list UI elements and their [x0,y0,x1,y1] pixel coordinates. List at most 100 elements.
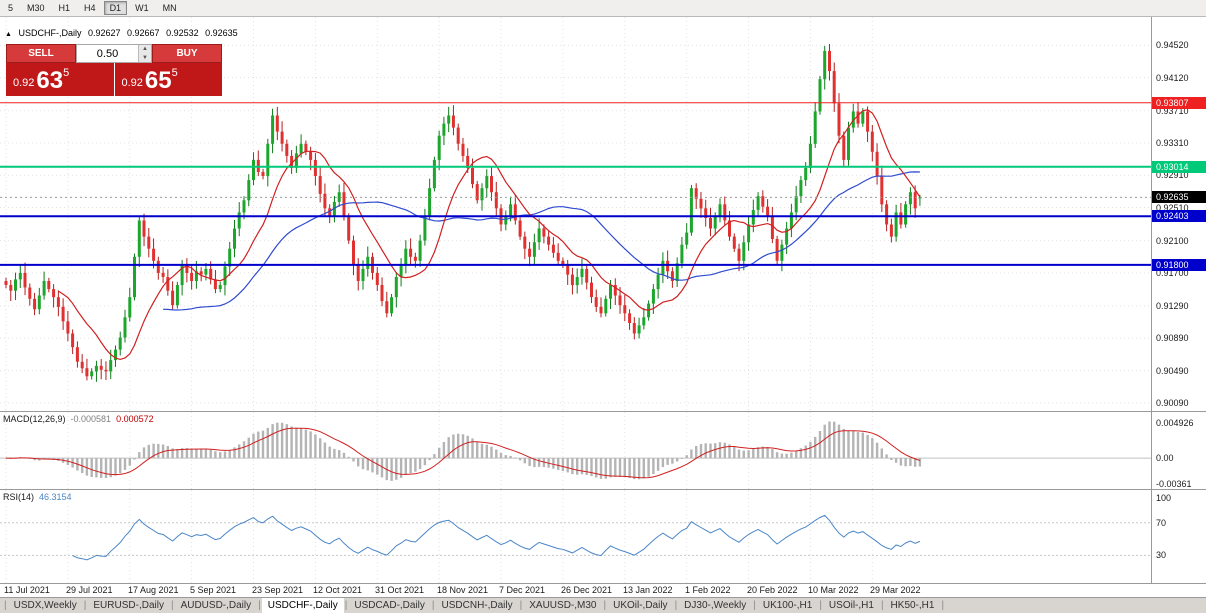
rsi-name: RSI(14) [3,492,35,502]
volume-up-icon[interactable]: ▲ [138,45,151,54]
tab-separator: | [941,600,945,611]
symbol-period-label: USDCHF-,Daily [18,28,82,38]
price-tick-label: 0.93710 [1156,105,1189,116]
buy-price-sup: 5 [171,67,178,79]
timeframe-d1[interactable]: D1 [103,1,128,15]
timeframe-h4[interactable]: H4 [78,1,102,15]
rsi-chart[interactable] [0,490,1151,584]
macd-name: MACD(12,26,9) [3,414,66,424]
date-tick-label: 31 Oct 2021 [375,585,425,595]
buy-button[interactable]: BUY [152,44,222,63]
rsi-value: 46.3154 [39,492,72,502]
tab-usdcad-daily[interactable]: USDCAD-,Daily [354,600,425,611]
macd-chart[interactable] [0,412,1151,490]
tab-separator: | [4,600,7,611]
price-tick-label: 0.93310 [1156,137,1189,148]
blue-line-lower-price-label: 0.91800 [1152,258,1206,271]
chart-marker-icon: ▲ [5,31,12,38]
timeframe-5[interactable]: 5 [2,1,19,15]
macd-panel[interactable]: MACD(12,26,9) -0.000581 0.000572 [0,412,1151,490]
tab-separator: | [431,600,435,611]
rsi-panel[interactable]: RSI(14) 46.3154 [0,490,1151,584]
volume-down-icon[interactable]: ▼ [138,53,151,62]
tab-usdchf-daily[interactable]: USDCHF-,Daily [261,598,344,613]
price-tick-label: 0.90090 [1156,397,1189,408]
tab-hk50-h1[interactable]: HK50-,H1 [890,600,935,611]
tab-ukoil-daily[interactable]: UKOil-,Daily [613,600,668,611]
current-price-label: 0.92635 [1152,191,1206,204]
macd-value-2: 0.000572 [116,414,154,424]
main-chart-panel[interactable]: ▲ USDCHF-,Daily 0.92627 0.92667 0.92532 … [0,17,1151,411]
sell-price-sup: 5 [63,67,70,79]
tab-eurusd-daily[interactable]: EURUSD-,Daily [93,600,164,611]
macd-value-1: -0.000581 [70,414,112,424]
high-value: 0.92667 [127,28,160,38]
one-click-trading-panel: SELL 0.50 ▲ ▼ BUY 0.92 63 5 0.92 [6,44,222,96]
volume-value: 0.50 [96,47,119,60]
timeframe-w1[interactable]: W1 [129,1,155,15]
price-tick-label: 0.91290 [1156,301,1189,312]
timeframe-mn[interactable]: MN [157,1,183,15]
price-axis[interactable]: 0.94520 0.94120 0.93710 0.93310 0.92910 0.925… [1151,17,1206,584]
tab-separator: | [753,600,756,611]
date-tick-label: 29 Mar 2022 [870,585,921,595]
tab-separator: | [519,600,523,611]
timeframe-h1[interactable]: H1 [53,1,77,15]
rsi-label: RSI(14) 46.3154 [3,492,77,502]
price-tick-label: 0.90890 [1156,333,1189,344]
price-tick-label: 0.94120 [1156,72,1189,83]
tab-separator: | [603,600,607,611]
timeframe-toolbar: 5 M30 H1 H4 D1 W1 MN [0,0,1206,17]
buy-price-big: 65 [144,67,172,94]
price-tick-label: 0.92100 [1156,235,1189,246]
tab-uk100-h1[interactable]: UK100-,H1 [762,600,813,611]
sell-button[interactable]: SELL [6,44,76,63]
panel-separator[interactable] [0,489,1206,490]
candlestick-chart[interactable] [0,17,1151,411]
volume-stepper[interactable]: 0.50 ▲ ▼ [76,44,152,63]
tab-audusd-daily[interactable]: AUDUSD-,Daily [180,600,252,611]
sell-price-prefix: 0.92 [13,77,35,89]
date-tick-label: 13 Jan 2022 [623,585,673,595]
timeframe-m30[interactable]: M30 [21,1,51,15]
tab-dj30-weekly[interactable]: DJ30-,Weekly [684,600,747,611]
price-tick-label: 0.90490 [1156,365,1189,376]
price-tick-label: 0.92510 [1156,202,1189,213]
tab-xauusd-m30[interactable]: XAUUSD-,M30 [529,600,597,611]
tab-usdx-weekly[interactable]: USDX,Weekly [13,600,77,611]
buy-price[interactable]: 0.92 65 5 [114,63,222,96]
chart-tab-bar: | USDX,Weekly | EURUSD-,Daily | AUDUSD-,Daily… [0,597,1206,613]
date-tick-label: 18 Nov 2021 [437,585,489,595]
panel-separator[interactable] [0,411,1206,412]
tab-separator: | [344,600,348,611]
rsi-tick-label: 30 [1156,550,1167,561]
open-value: 0.92627 [87,28,121,38]
date-tick-label: 12 Oct 2021 [313,585,363,595]
blue-line-upper-price-label: 0.92403 [1152,210,1206,223]
buy-price-prefix: 0.92 [121,77,143,89]
date-tick-label: 23 Sep 2021 [252,585,304,595]
low-value: 0.92532 [166,28,199,38]
volume-spinner: ▲ ▼ [138,45,151,62]
green-line-price-label: 0.93014 [1152,160,1206,173]
price-tick-label: 0.94520 [1156,40,1189,51]
date-tick-label: 26 Dec 2021 [561,585,613,595]
date-tick-label: 20 Feb 2022 [747,585,798,595]
sell-price[interactable]: 0.92 63 5 [6,63,114,96]
date-tick-label: 29 Jul 2021 [66,585,113,595]
tab-separator: | [258,600,261,611]
macd-tick-label: 0.004926 [1156,418,1194,429]
tab-separator: | [819,600,822,611]
date-axis[interactable]: 11 Jul 2021 29 Jul 2021 17 Aug 2021 5 Sep 2… [0,584,1151,597]
tab-usdcnh-daily[interactable]: USDCNH-,Daily [441,600,513,611]
rsi-tick-label: 70 [1156,517,1167,528]
macd-tick-label: -0.00361 [1156,478,1192,489]
tab-usoil-h1[interactable]: USOil-,H1 [828,600,874,611]
close-value: 0.92635 [205,28,238,38]
ohlc-header: ▲ USDCHF-,Daily 0.92627 0.92667 0.92532 … [5,28,242,38]
price-tick-label: 0.92910 [1156,170,1189,181]
date-tick-label: 11 Jul 2021 [4,585,50,595]
date-tick-label: 5 Sep 2021 [190,585,237,595]
date-tick-label: 10 Mar 2022 [808,585,859,595]
